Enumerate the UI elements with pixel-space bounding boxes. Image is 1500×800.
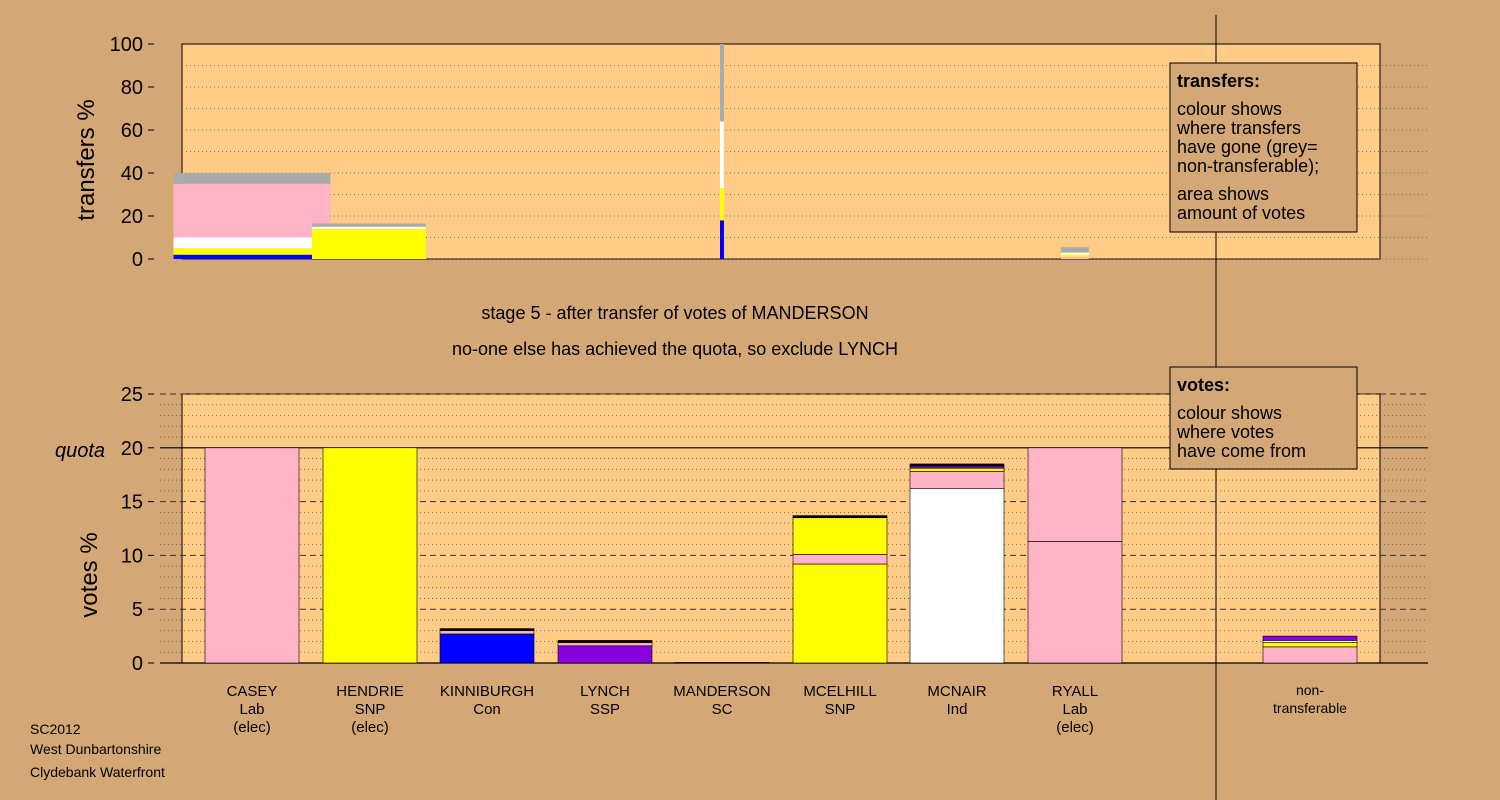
transfer-segment xyxy=(173,254,331,259)
vote-segment xyxy=(792,554,888,565)
candidate-label-line: SNP xyxy=(355,701,386,718)
candidate-label-line: SNP xyxy=(825,701,856,718)
transfer-segment xyxy=(173,237,331,249)
vote-segment xyxy=(1262,642,1358,648)
legend-transfers: transfers: colour shows where transfers … xyxy=(1169,62,1358,233)
transfer-segment xyxy=(312,226,426,229)
transfer-segment xyxy=(312,228,426,259)
candidate-label-line: Lab xyxy=(239,701,264,718)
votes-y-tick-label: 10 xyxy=(121,545,143,567)
votes-y-tick-label: 15 xyxy=(121,492,143,514)
votes-y-tick-label: 5 xyxy=(132,599,143,621)
transfer-segment xyxy=(173,173,331,184)
vote-segment xyxy=(909,463,1005,467)
transfers-y-label: transfers % xyxy=(73,99,100,220)
transfer-segment xyxy=(1061,254,1089,257)
transfer-segment xyxy=(720,220,724,259)
candidate-label-line: non- xyxy=(1296,682,1324,698)
candidate-label-line: MCNAIR xyxy=(927,683,986,700)
candidate-label-line: KINNIBURGH xyxy=(440,683,534,700)
legend-votes-title: votes: xyxy=(1177,375,1230,395)
vote-segment xyxy=(909,488,1005,664)
candidate-label-line: Con xyxy=(473,701,501,718)
quota-label: quota xyxy=(55,440,105,462)
transfer-segment xyxy=(1061,247,1089,253)
candidate-label-line: MANDERSON xyxy=(673,683,771,700)
legend-votes-line: colour shows xyxy=(1177,403,1282,423)
transfer-segment xyxy=(720,188,724,221)
transfer-segment xyxy=(720,121,724,189)
legend-transfers-box xyxy=(1169,62,1358,233)
vote-segment xyxy=(557,642,653,647)
candidate-label-line: (elec) xyxy=(1056,719,1094,736)
candidate-label-line: HENDRIE xyxy=(336,683,404,700)
votes-y-tick-label: 25 xyxy=(121,384,143,406)
vote-segment xyxy=(1027,447,1123,542)
candidate-label-line: MCELHILL xyxy=(803,683,876,700)
vote-segment xyxy=(909,471,1005,489)
candidate-label-line: (elec) xyxy=(351,719,389,736)
vote-segment xyxy=(792,515,888,519)
vote-segment xyxy=(1262,635,1358,641)
legend-votes-box xyxy=(1169,366,1358,470)
candidate-label-line: Ind xyxy=(947,701,968,718)
legend-transfers-line: amount of votes xyxy=(1177,203,1305,223)
vote-segment xyxy=(674,662,770,664)
candidate-labels: CASEYLab(elec)HENDRIESNP(elec)KINNIBURGH… xyxy=(227,682,1348,736)
votes-y-tick-label: 20 xyxy=(121,438,143,460)
vote-segment xyxy=(439,633,535,664)
vote-segment xyxy=(557,645,653,664)
candidate-label-line: SSP xyxy=(590,701,620,718)
transfers-y-tick-label: 40 xyxy=(121,163,143,185)
transfers-y-tick-label: 80 xyxy=(121,77,143,99)
vote-segment xyxy=(1262,646,1358,664)
candidate-label-line: LYNCH xyxy=(580,683,630,700)
transfers-y-tick-label: 100 xyxy=(110,34,143,56)
votes-y-label: votes % xyxy=(76,532,103,617)
vote-segment xyxy=(557,640,653,643)
candidate-label-line: CASEY xyxy=(227,683,278,700)
legend-transfers-line: non-transferable); xyxy=(1177,156,1319,176)
vote-segment xyxy=(909,467,1005,472)
vote-segment xyxy=(792,517,888,555)
candidate-label-line: RYALL xyxy=(1052,683,1098,700)
votes-y-tick-label: 0 xyxy=(132,653,143,675)
transfer-segment xyxy=(1061,252,1089,255)
legend-votes-line: have come from xyxy=(1177,441,1306,461)
transfers-y-tick-label: 0 xyxy=(132,249,143,271)
transfer-segment xyxy=(173,183,331,238)
candidate-label-line: transferable xyxy=(1273,700,1347,716)
vote-segment xyxy=(792,563,888,664)
vote-segment xyxy=(439,628,535,632)
transfer-segment xyxy=(720,44,724,122)
vote-segment xyxy=(439,630,535,635)
transfers-y-tick-label: 20 xyxy=(121,206,143,228)
legend-transfers-line: area shows xyxy=(1177,184,1269,204)
transfers-y-tick-label: 60 xyxy=(121,120,143,142)
transfer-segment xyxy=(312,223,426,227)
footer-ward: Clydebank Waterfront xyxy=(30,764,165,780)
vote-segment xyxy=(909,465,1005,469)
legend-transfers-line: colour shows xyxy=(1177,99,1282,119)
candidate-label-line: (elec) xyxy=(233,719,271,736)
candidate-label-line: Lab xyxy=(1062,701,1087,718)
footer-council: West Dunbartonshire xyxy=(30,741,161,757)
headline-line2: no-one else has achieved the quota, so e… xyxy=(452,339,898,359)
footer-election: SC2012 xyxy=(30,721,81,737)
transfer-segment xyxy=(1061,256,1089,259)
legend-transfers-line: where transfers xyxy=(1176,118,1301,138)
legend-votes-line: where votes xyxy=(1176,422,1274,442)
legend-transfers-line: have gone (grey= xyxy=(1177,137,1318,157)
legend-transfers-title: transfers: xyxy=(1177,71,1260,91)
headline-line1: stage 5 - after transfer of votes of MAN… xyxy=(481,303,868,323)
vote-segment xyxy=(1027,541,1123,664)
vote-segment xyxy=(322,447,418,664)
vote-segment xyxy=(204,447,300,664)
vote-segment xyxy=(1262,640,1358,643)
candidate-label-line: SC xyxy=(712,701,733,718)
legend-votes: votes: colour shows where votes have com… xyxy=(1169,366,1358,470)
transfer-segment xyxy=(173,248,331,255)
